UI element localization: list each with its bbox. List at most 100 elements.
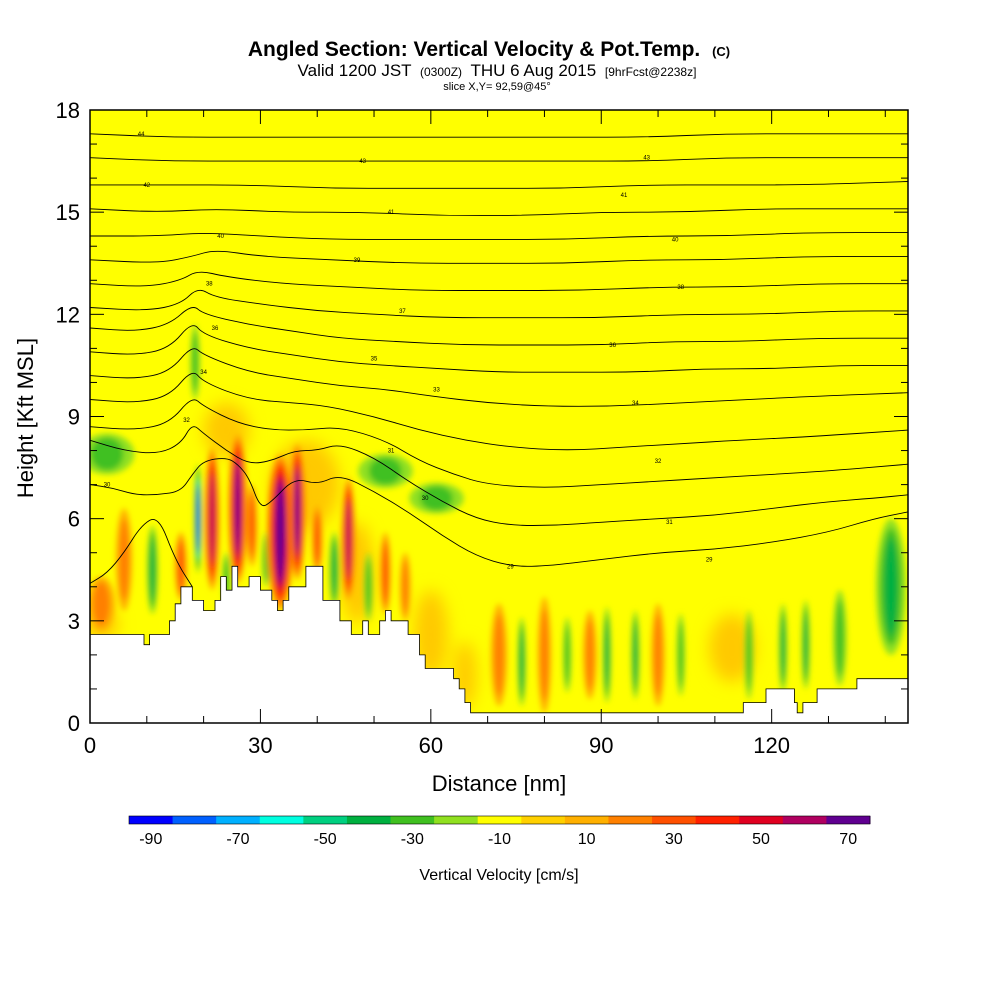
contour-label: 31 — [666, 520, 673, 526]
updraft-cell — [178, 542, 184, 591]
colorbar-label: Vertical Velocity [cm/s] — [419, 867, 578, 884]
colorbar-tick-label: -50 — [314, 831, 337, 848]
colorbar-swatch — [216, 816, 261, 824]
isentrope-30 — [90, 458, 908, 567]
contour-label: 43 — [359, 159, 366, 165]
contour-label: 32 — [183, 418, 190, 424]
contour-label: 40 — [217, 234, 224, 240]
downdraft-cell — [519, 630, 524, 694]
updraft-cell — [653, 614, 663, 696]
downdraft-cell — [195, 485, 200, 552]
contour-label: 43 — [643, 156, 650, 162]
updraft-cell — [585, 619, 594, 691]
y-tick-label: 6 — [68, 507, 80, 532]
isentrope-41 — [90, 208, 908, 217]
contour-label: 36 — [609, 343, 616, 349]
y-tick-label: 3 — [68, 609, 80, 634]
contour-label: 29 — [706, 558, 713, 564]
downdraft-cell — [884, 538, 898, 636]
slice-label: slice X,Y= 92,59@45° — [443, 81, 551, 93]
updraft-cell — [119, 518, 129, 601]
chart-subtitle: Valid 1200 JST (0300Z) THU 6 Aug 2015 [9… — [298, 61, 697, 80]
contour-label: 29 — [507, 564, 514, 570]
updraft-cell — [210, 474, 215, 563]
downdraft-cell — [604, 620, 609, 689]
colorbar: -90 -70 -50 -30 -10 10 30 50 70 — [128, 815, 871, 848]
x-tick-label: 60 — [419, 733, 443, 758]
contour-label: 30 — [422, 496, 429, 502]
colorbar-tick-label: 30 — [665, 831, 683, 848]
colorbar-swatch — [739, 816, 784, 824]
x-axis-label: Distance [nm] — [432, 771, 567, 796]
colorbar-tick-label: 70 — [839, 831, 857, 848]
x-tick-label: 120 — [753, 733, 790, 758]
isentrope-39 — [90, 250, 908, 264]
colorbar-tick-label: 10 — [578, 831, 596, 848]
colorbar-swatch — [477, 816, 522, 824]
contour-label: 35 — [371, 357, 378, 363]
colorbar-swatch — [564, 816, 609, 824]
y-tick-label: 12 — [56, 302, 80, 327]
contour-label: 37 — [399, 309, 406, 315]
colorbar-tick-label: -30 — [401, 831, 424, 848]
downdraft-cell — [803, 613, 808, 677]
isentrope-37 — [90, 289, 908, 319]
y-tick-label: 0 — [68, 711, 80, 736]
downdraft-cell — [781, 616, 786, 680]
colorbar-swatch — [129, 816, 174, 824]
warm-updraft-zone — [709, 614, 755, 683]
colorbar-tick-label: 50 — [752, 831, 770, 848]
updraft-cell — [249, 496, 255, 555]
colorbar-swatch — [608, 816, 653, 824]
updraft-cell — [277, 486, 283, 579]
downdraft-cell — [678, 622, 684, 688]
updraft-cell — [540, 608, 549, 702]
colorbar-tick-label: -10 — [488, 831, 511, 848]
isentrope-44 — [90, 133, 908, 138]
contour-label: 38 — [677, 285, 684, 291]
isentrope-32 — [90, 399, 908, 488]
colorbar-swatch — [652, 816, 697, 824]
contour-label: 34 — [200, 370, 207, 376]
subtitle-valid: Valid 1200 JST — [298, 61, 412, 80]
colorbar-swatch — [346, 816, 392, 824]
updraft-cell — [314, 514, 320, 564]
isentrope-35 — [90, 325, 908, 373]
x-tick-label: 30 — [248, 733, 272, 758]
contour-label: 34 — [632, 401, 639, 407]
colorbar-swatch — [172, 816, 217, 824]
isentrope-40 — [90, 232, 908, 240]
colorbar-swatch — [826, 816, 871, 824]
contour-label: 41 — [388, 210, 395, 216]
chart-title-main: Angled Section: Vertical Velocity & Pot.… — [248, 38, 700, 61]
colorbar-tick-label: -90 — [139, 831, 162, 848]
y-axis-label: Height [Kft MSL] — [13, 338, 38, 498]
isentrope-33 — [90, 372, 908, 451]
x-tick-label: 0 — [84, 733, 96, 758]
colorbar-swatch — [259, 816, 304, 824]
downdraft-cell — [564, 624, 570, 685]
subtitle-utc: (0300Z) — [420, 65, 462, 79]
downdraft-cell — [633, 623, 638, 687]
downdraft-cell — [365, 559, 371, 615]
downdraft-cell — [746, 619, 752, 691]
contour-label: 41 — [621, 193, 628, 199]
isentrope-34 — [90, 348, 908, 407]
pot-temp-contours — [90, 133, 908, 588]
isentrope-42 — [90, 181, 908, 189]
isentrope-38 — [90, 271, 908, 291]
plot-area: 30 44 42 40 38 36 34 32 43 41 39 37 35 33 31 30 29 43 41 40… — [90, 110, 908, 723]
pot-temp-contour-labels: 30 44 42 40 38 36 34 32 43 41 39 37 35 33 31 30 29 43 41 40… — [104, 132, 713, 571]
isentrope-31 — [90, 426, 908, 526]
contour-label: 39 — [354, 258, 361, 264]
colorbar-tick-label: -70 — [226, 831, 249, 848]
downdraft-cell — [332, 542, 337, 597]
updraft-cell — [295, 470, 300, 553]
y-tick-label: 9 — [68, 405, 80, 430]
downdraft-cell — [369, 457, 402, 485]
updraft-cell — [383, 543, 388, 603]
contour-label: 31 — [388, 449, 395, 455]
downdraft-cell — [835, 599, 844, 677]
colorbar-swatch — [695, 816, 740, 824]
